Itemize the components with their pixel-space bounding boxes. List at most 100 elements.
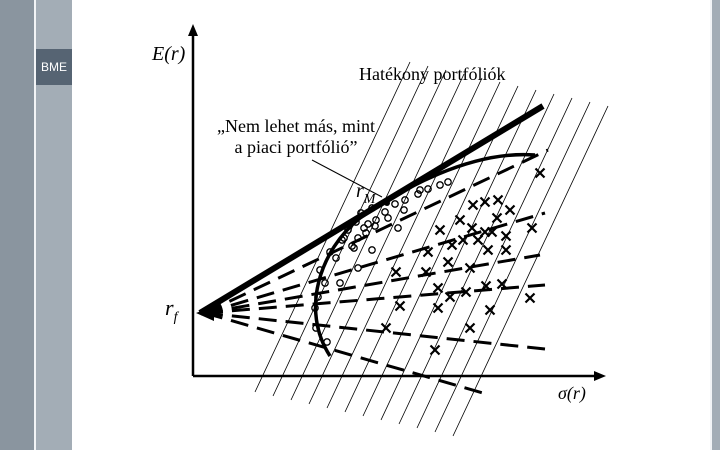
market-portfolio-point bbox=[384, 200, 390, 206]
circle-marker bbox=[381, 208, 389, 216]
cross-marker bbox=[500, 230, 512, 242]
hatch-line bbox=[380, 89, 537, 421]
circle-marker bbox=[368, 246, 376, 254]
cross-marker bbox=[467, 199, 479, 211]
hatch-line bbox=[398, 93, 555, 425]
circle-marker bbox=[338, 236, 346, 244]
circle-marker bbox=[391, 200, 399, 208]
circle-marker bbox=[311, 304, 319, 312]
quote-pointer-line bbox=[311, 159, 383, 198]
hatch-line bbox=[452, 105, 609, 437]
dashed-ray bbox=[204, 311, 546, 351]
cross-marker bbox=[496, 278, 508, 290]
circle-marker bbox=[416, 186, 424, 194]
dashed-ray bbox=[204, 311, 491, 397]
cross-marker bbox=[482, 244, 494, 256]
circle-marker bbox=[348, 242, 356, 250]
circle-marker bbox=[354, 234, 362, 242]
circle-marker bbox=[372, 216, 380, 224]
cross-marker bbox=[464, 262, 476, 274]
cross-marker bbox=[500, 244, 512, 256]
cross-marker bbox=[484, 304, 496, 316]
circle-marker bbox=[336, 279, 344, 287]
cross-marker bbox=[394, 300, 406, 312]
circle-marker bbox=[424, 185, 432, 193]
cross-marker bbox=[420, 266, 432, 278]
cross-marker bbox=[464, 322, 476, 334]
cross-marker bbox=[432, 282, 444, 294]
quote-line-1: „Nem lehet más, mint bbox=[217, 116, 375, 136]
circle-marker bbox=[362, 229, 370, 237]
hatch-line bbox=[416, 97, 573, 429]
hatch-line bbox=[254, 61, 411, 393]
circle-marker bbox=[352, 218, 360, 226]
right-strip bbox=[710, 0, 720, 450]
circle-marker bbox=[400, 206, 408, 214]
circle-marker bbox=[316, 266, 324, 274]
circle-marker bbox=[444, 178, 452, 186]
dashed-rays bbox=[204, 148, 549, 397]
circle-marker bbox=[360, 224, 368, 232]
cross-marker bbox=[434, 224, 446, 236]
cross-marker bbox=[479, 196, 491, 208]
circle-marker bbox=[350, 244, 358, 252]
dashed-ray bbox=[204, 148, 549, 315]
circle-markers bbox=[311, 178, 452, 346]
y-axis-label: E(r) bbox=[151, 43, 186, 65]
cross-marker bbox=[429, 344, 441, 356]
hatch-line bbox=[344, 81, 501, 413]
sidebar-divider bbox=[34, 0, 36, 450]
cross-marker bbox=[486, 226, 498, 238]
circle-marker bbox=[384, 214, 392, 222]
circle-marker bbox=[344, 226, 352, 234]
quote-line-2: a piaci portfólió” bbox=[235, 137, 358, 157]
cross-marker bbox=[442, 256, 454, 268]
circle-marker bbox=[323, 338, 331, 346]
cross-marker bbox=[460, 286, 472, 298]
x-axis-arrowhead bbox=[594, 371, 606, 381]
cross-marker bbox=[504, 204, 516, 216]
cross-marker bbox=[466, 222, 478, 234]
hatch-line bbox=[326, 77, 483, 409]
circle-marker bbox=[401, 196, 409, 204]
efficient-portfolios-label: Hatékony portfóliók bbox=[359, 64, 505, 84]
circle-marker bbox=[357, 209, 365, 217]
circle-marker bbox=[364, 220, 372, 228]
cross-marker bbox=[534, 167, 546, 179]
circle-marker bbox=[354, 264, 362, 272]
circle-marker bbox=[326, 248, 334, 256]
circle-marker bbox=[321, 279, 329, 287]
cross-marker bbox=[380, 322, 392, 334]
cross-marker bbox=[472, 234, 484, 246]
logo-badge: BME bbox=[36, 49, 72, 85]
cross-marker bbox=[524, 292, 536, 304]
market-portfolio-label: rM bbox=[356, 180, 377, 207]
capital-market-line bbox=[198, 103, 545, 316]
risk-free-label: rf bbox=[165, 295, 180, 325]
circle-marker bbox=[414, 190, 422, 198]
cross-marker bbox=[446, 239, 458, 251]
cross-marker bbox=[492, 194, 504, 206]
cross-marker bbox=[444, 291, 456, 303]
dashed-ray bbox=[204, 253, 541, 315]
y-axis-arrowhead bbox=[188, 24, 198, 36]
cross-marker bbox=[491, 212, 503, 224]
cross-marker bbox=[422, 246, 434, 258]
circle-marker bbox=[312, 324, 320, 332]
cross-marker bbox=[390, 266, 402, 278]
circle-marker bbox=[394, 224, 402, 232]
hatch-line bbox=[362, 85, 519, 417]
circle-marker bbox=[332, 254, 340, 262]
cross-marker bbox=[457, 234, 469, 246]
x-axis-label: σ(r) bbox=[558, 383, 586, 404]
hatch-line bbox=[308, 73, 465, 405]
circle-marker bbox=[314, 293, 322, 301]
right-strip-divider bbox=[710, 0, 712, 450]
cross-marker bbox=[526, 222, 538, 234]
circle-marker bbox=[340, 234, 348, 242]
cross-marker bbox=[480, 280, 492, 292]
cross-markers bbox=[380, 167, 546, 356]
circle-marker bbox=[436, 181, 444, 189]
dashed-ray bbox=[204, 211, 546, 315]
